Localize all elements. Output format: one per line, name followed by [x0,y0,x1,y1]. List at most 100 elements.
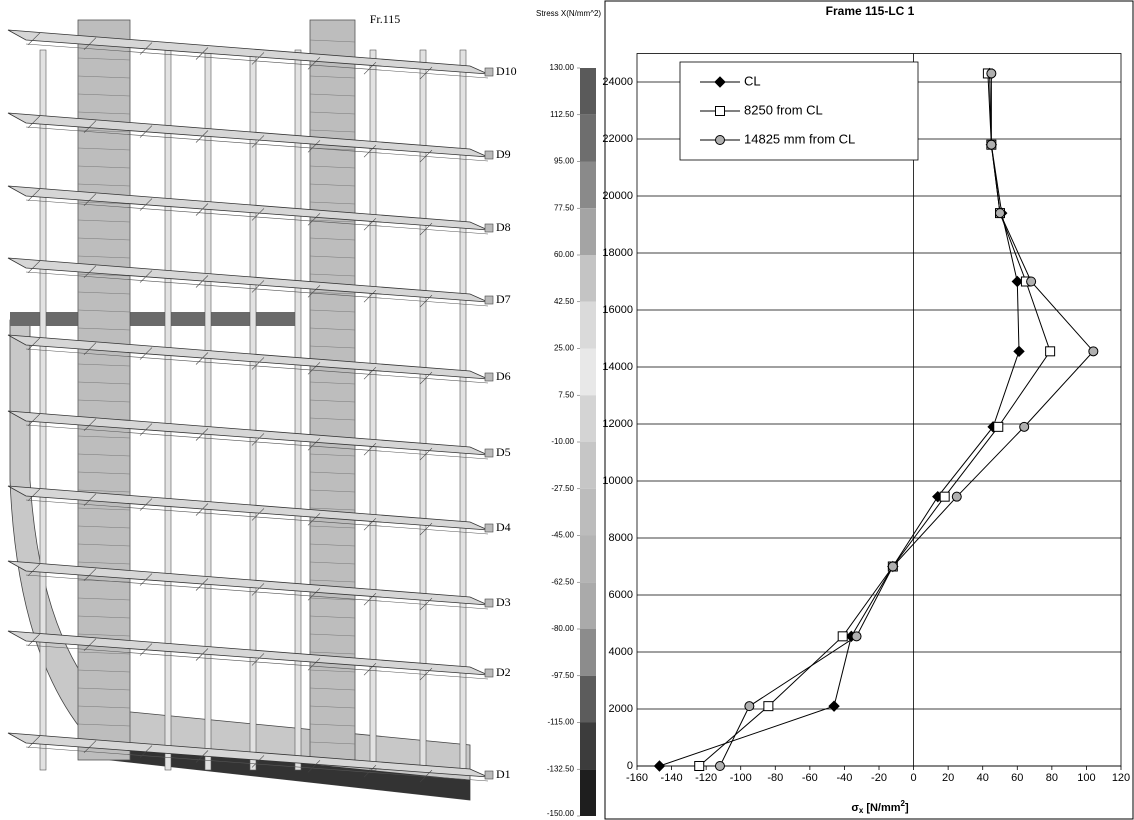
pillar [40,50,46,770]
deck-label: D2 [496,665,511,679]
legend-label: 8250 from CL [744,102,823,117]
x-label-close: ] [905,802,909,814]
legend-band [580,442,596,489]
x-label-unit: [N/mm [866,802,900,814]
marker [852,632,861,641]
deck-marker [485,599,493,607]
legend-label: 7.50 [558,390,574,399]
legend-label: -27.50 [551,484,574,493]
x-tick-label: 20 [942,772,954,784]
deck-label: D3 [496,595,511,609]
legend-label: -115.00 [547,718,574,727]
legend-label: 42.50 [554,297,575,306]
series [715,69,1097,771]
deck-marker [485,524,493,532]
x-tick-label: -120 [695,772,717,784]
deck-marker [485,449,493,457]
marker [1027,277,1036,286]
legend-label: -132.50 [547,764,575,773]
series [654,68,1024,771]
marker [888,562,897,571]
marker [1014,346,1024,356]
deck-label: D10 [496,64,517,78]
legend-band [580,302,596,349]
x-tick-label: -160 [626,772,648,784]
x-label-subscript: x [859,806,864,815]
x-tick-label: -40 [836,772,852,784]
legend-band [580,349,596,396]
series-line [659,73,1019,766]
marker [716,136,725,145]
legend-label: -45.00 [551,531,574,540]
pillar [460,50,466,770]
page: { "fem_view": { "title": "Fr.115", "deck… [0,0,1134,820]
y-tick-label: 12000 [602,418,633,430]
marker [987,69,996,78]
pillar [295,50,301,770]
x-tick-label: 80 [1046,772,1058,784]
y-tick-label: 8000 [609,532,633,544]
series-line [699,73,1050,766]
x-tick-label: 0 [911,772,917,784]
legend-band [580,536,596,583]
x-tick-label: -20 [871,772,887,784]
deck-marker [485,68,493,76]
legend-band [580,582,596,629]
deck-label: D8 [496,220,511,234]
legend-label: -150.00 [547,809,575,818]
legend-band [580,68,596,115]
deck-marker [485,224,493,232]
marker [1020,422,1029,431]
legend-label: -80.00 [551,624,574,633]
legend-band [580,255,596,302]
figure: Fr.115 Stress X(N/mm^2) D10D9D8D7D6D5D4D… [0,0,1134,820]
legend-label: 14825 mm from CL [744,131,855,146]
y-tick-label: 18000 [602,247,633,259]
marker [745,702,754,711]
legend-label: 60.00 [554,250,575,259]
deck-label: D9 [496,147,511,161]
legend-label: -62.50 [551,577,574,586]
legend-label: 95.00 [554,157,575,166]
marker [654,761,664,771]
deck-label: D5 [496,445,511,459]
x-tick-label: 100 [1077,772,1095,784]
marker [1046,347,1055,356]
legend: CL8250 from CL14825 mm from CL [680,62,918,160]
legend-label: -10.00 [551,437,574,446]
legend-label: -97.50 [551,671,574,680]
deck-marker [485,373,493,381]
legend-label: 112.50 [550,110,574,119]
x-tick-label: -100 [730,772,752,784]
pillar [165,50,171,770]
y-tick-label: 20000 [602,190,633,202]
deck-marker [485,669,493,677]
y-tick-label: 2000 [609,703,633,715]
deck-label: D6 [496,369,511,383]
deck-label: D1 [496,767,511,781]
deck6-dark [10,312,300,326]
x-tick-label: 40 [977,772,989,784]
legend-label: 130.00 [550,63,575,72]
marker [716,107,725,116]
x-tick-label: -80 [767,772,783,784]
deck-marker [485,771,493,779]
legend-band [580,769,596,816]
chart-title: Frame 115-LC 1 [826,4,915,18]
x-tick-label: 120 [1112,772,1130,784]
marker [987,140,996,149]
marker [952,492,961,501]
legend-band [580,162,596,209]
series-line [720,73,1093,766]
marker [940,492,949,501]
x-tick-label: 60 [1011,772,1023,784]
marker [1012,277,1022,287]
y-tick-label: 4000 [609,646,633,658]
legend-band [580,115,596,162]
legend-label: 77.50 [554,203,575,212]
marker [838,632,847,641]
fem-view: Fr.115 Stress X(N/mm^2) D10D9D8D7D6D5D4D… [8,9,601,818]
marker [695,762,704,771]
pillar [420,50,426,770]
pillar [205,50,211,770]
